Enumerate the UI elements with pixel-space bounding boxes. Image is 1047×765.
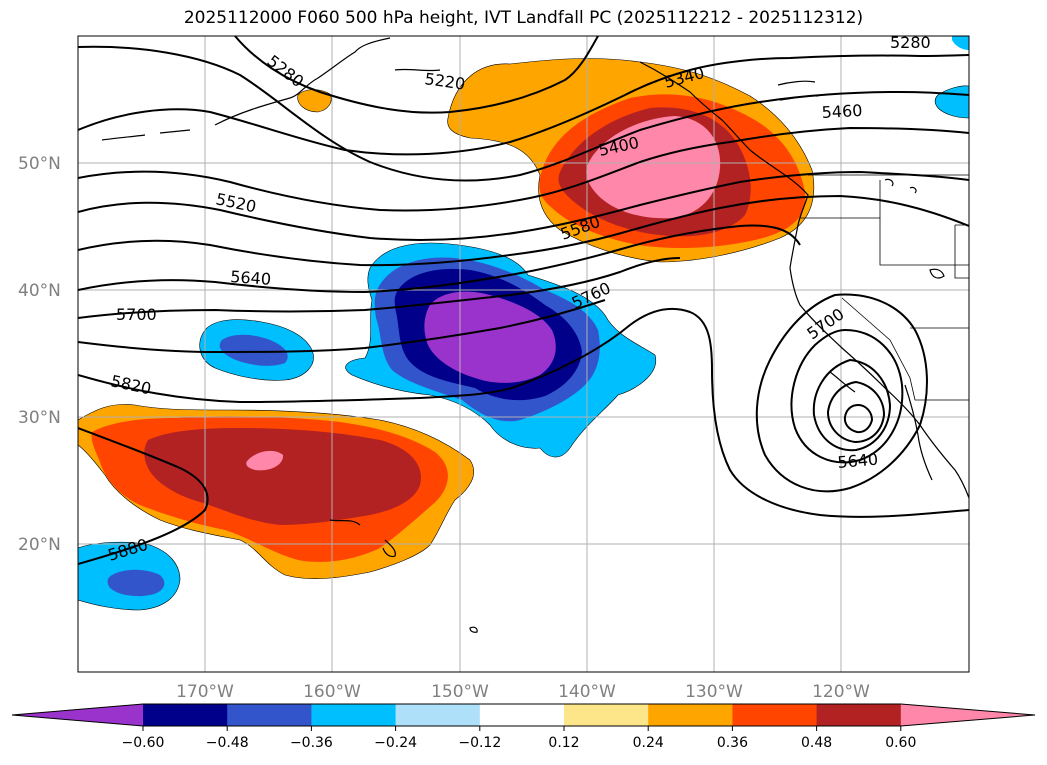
contour-label: 5820 bbox=[109, 371, 153, 398]
colorbar-segment bbox=[816, 704, 902, 726]
contour-label: 5460 bbox=[821, 101, 863, 122]
lon-label: 120°W bbox=[812, 682, 870, 702]
colorbar-segment bbox=[648, 704, 733, 726]
colorbar-tick-label: −0.24 bbox=[374, 735, 417, 751]
ivt-shading bbox=[78, 36, 969, 611]
graticule bbox=[78, 36, 969, 672]
ivt-positive-south-darkred bbox=[144, 428, 421, 525]
colorbar-extend-right bbox=[900, 704, 1035, 726]
ivt-negative-northeast-cyan bbox=[934, 85, 969, 119]
lat-label: 20°N bbox=[18, 535, 61, 555]
longitude-labels: 170°W 160°W 150°W 140°W 130°W 120°W bbox=[176, 682, 870, 702]
borders bbox=[800, 174, 969, 401]
colorbar-tick-label: 0.60 bbox=[885, 735, 916, 751]
colorbar-tick-label: 0.12 bbox=[548, 735, 579, 751]
colorbar-segment bbox=[395, 704, 481, 726]
ivt-negative-west-blue bbox=[219, 334, 288, 366]
lat-label: 50°N bbox=[18, 154, 61, 174]
latitude-labels: 50°N 40°N 30°N 20°N bbox=[18, 154, 61, 555]
colorbar-extend-left bbox=[12, 704, 143, 726]
ivt-positive-south-pink bbox=[246, 450, 284, 471]
colorbar-segment bbox=[311, 704, 397, 726]
colorbar-tick-label: −0.48 bbox=[206, 735, 249, 751]
colorbar-tick-label: −0.60 bbox=[122, 735, 165, 751]
ivt-negative-southwest-blue bbox=[107, 569, 165, 597]
colorbar-segment bbox=[227, 704, 312, 726]
lon-label: 140°W bbox=[558, 682, 616, 702]
colorbar-tick-label: 0.24 bbox=[633, 735, 664, 751]
colorbar: −0.60 −0.48 −0.36 −0.24 −0.12 0.12 0.24 0.36 0.4… bbox=[11, 703, 1036, 751]
contour-label: 5520 bbox=[214, 189, 258, 216]
lon-label: 160°W bbox=[303, 682, 361, 702]
map-title: 2025112000 F060 500 hPa height, IVT Land… bbox=[183, 8, 864, 28]
colorbar-segment bbox=[479, 704, 565, 726]
colorbar-segment bbox=[564, 704, 649, 726]
lon-label: 170°W bbox=[176, 682, 234, 702]
colorbar-tick-label: −0.36 bbox=[290, 735, 333, 751]
contour-label: 5700 bbox=[116, 305, 157, 324]
lat-label: 40°N bbox=[18, 281, 61, 301]
map-frame bbox=[77, 35, 970, 673]
contour-label: 5640 bbox=[837, 450, 879, 472]
colorbar-tick-label: −0.12 bbox=[458, 735, 501, 751]
contour-label: 5640 bbox=[230, 267, 272, 289]
map-area: 5280 5220 5280 5340 5400 5460 5520 5580 … bbox=[78, 33, 969, 672]
lon-label: 150°W bbox=[431, 682, 489, 702]
colorbar-segment bbox=[143, 704, 228, 726]
lat-label: 30°N bbox=[18, 408, 61, 428]
colorbar-tick-label: 0.48 bbox=[801, 735, 832, 751]
colorbar-tick-label: 0.36 bbox=[717, 735, 748, 751]
ivt-negative-central-purple bbox=[424, 291, 556, 383]
ivt-negative-corner-cyan bbox=[952, 36, 969, 50]
height-contours bbox=[78, 36, 969, 565]
contour-label: 5280 bbox=[890, 33, 931, 52]
lon-label: 130°W bbox=[685, 682, 743, 702]
colorbar-segment bbox=[732, 704, 818, 726]
